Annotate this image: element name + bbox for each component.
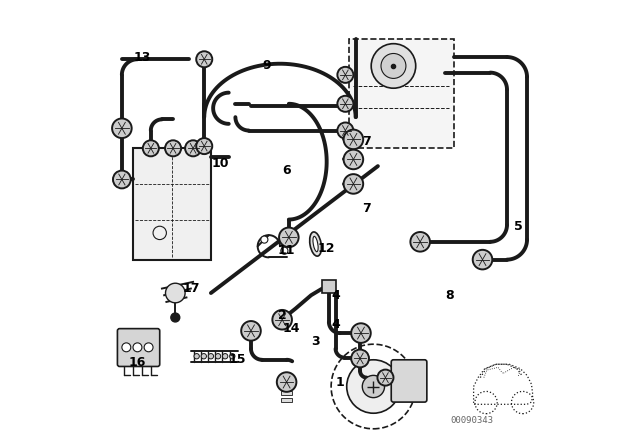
Text: 2: 2 — [278, 309, 287, 322]
Circle shape — [351, 349, 369, 367]
Bar — [133, 148, 211, 260]
Circle shape — [113, 171, 131, 188]
FancyBboxPatch shape — [117, 329, 160, 366]
Text: 7: 7 — [362, 135, 371, 148]
Circle shape — [273, 310, 292, 330]
Text: 1: 1 — [335, 375, 344, 388]
Text: 5: 5 — [514, 220, 522, 233]
Bar — [281, 398, 292, 402]
Circle shape — [281, 247, 288, 254]
Text: 14: 14 — [282, 322, 300, 335]
Circle shape — [378, 370, 394, 386]
Circle shape — [260, 236, 268, 243]
Circle shape — [344, 129, 363, 149]
Text: 9: 9 — [262, 60, 271, 73]
Circle shape — [165, 140, 181, 156]
Circle shape — [279, 228, 299, 247]
Circle shape — [196, 51, 212, 67]
Circle shape — [473, 250, 492, 269]
Text: 10: 10 — [211, 157, 228, 170]
Text: 16: 16 — [129, 356, 146, 369]
Circle shape — [194, 353, 199, 359]
Circle shape — [337, 67, 353, 83]
Bar — [281, 378, 292, 382]
Text: 00090343: 00090343 — [450, 416, 493, 425]
Circle shape — [133, 343, 142, 352]
Bar — [281, 391, 292, 396]
Bar — [322, 280, 335, 293]
Circle shape — [112, 118, 132, 138]
Circle shape — [196, 138, 212, 154]
Text: 6: 6 — [282, 164, 291, 177]
Text: 11: 11 — [278, 244, 295, 257]
Circle shape — [241, 321, 260, 340]
Circle shape — [201, 353, 207, 359]
Text: 7: 7 — [362, 202, 371, 215]
FancyBboxPatch shape — [391, 360, 427, 402]
Circle shape — [410, 232, 430, 252]
Circle shape — [344, 150, 363, 169]
Circle shape — [223, 353, 228, 359]
Text: 4: 4 — [332, 289, 340, 302]
Text: 15: 15 — [229, 353, 246, 366]
Bar — [349, 39, 454, 148]
Text: 13: 13 — [133, 51, 150, 64]
Ellipse shape — [310, 232, 321, 256]
Text: 12: 12 — [318, 242, 335, 255]
Circle shape — [230, 353, 235, 359]
Bar — [281, 384, 292, 389]
Circle shape — [166, 283, 185, 303]
Circle shape — [347, 360, 400, 413]
Text: 17: 17 — [182, 282, 200, 295]
Circle shape — [171, 313, 180, 322]
Circle shape — [216, 353, 221, 359]
Circle shape — [337, 96, 353, 112]
Circle shape — [144, 343, 153, 352]
Circle shape — [362, 375, 385, 398]
Circle shape — [351, 323, 371, 343]
Circle shape — [381, 53, 406, 78]
Circle shape — [185, 140, 201, 156]
Circle shape — [143, 140, 159, 156]
Ellipse shape — [313, 237, 318, 252]
Circle shape — [122, 343, 131, 352]
Text: 3: 3 — [311, 336, 320, 349]
Circle shape — [344, 174, 363, 194]
Circle shape — [277, 372, 296, 392]
Text: 8: 8 — [445, 289, 453, 302]
Circle shape — [371, 44, 416, 88]
Text: 4: 4 — [332, 318, 340, 331]
Circle shape — [208, 353, 214, 359]
Circle shape — [337, 122, 353, 138]
